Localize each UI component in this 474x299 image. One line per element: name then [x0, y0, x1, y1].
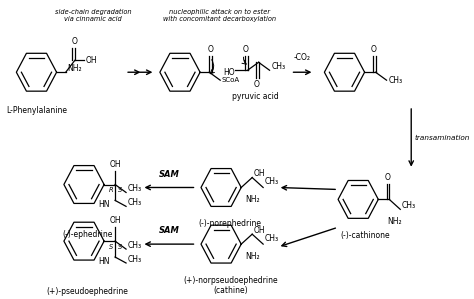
Text: NH₂: NH₂: [387, 217, 402, 226]
Text: (-)-norephedrine: (-)-norephedrine: [199, 219, 262, 228]
Text: O: O: [72, 37, 78, 46]
Text: HN: HN: [98, 257, 109, 266]
Text: O: O: [207, 45, 213, 54]
Text: R: R: [109, 187, 114, 193]
Text: CH₃: CH₃: [128, 198, 142, 207]
Text: O: O: [384, 173, 391, 181]
Text: NH₂: NH₂: [245, 252, 259, 261]
Text: -CO₂: -CO₂: [294, 53, 311, 62]
Text: OH: OH: [109, 160, 121, 169]
Text: CH₃: CH₃: [388, 76, 402, 85]
Text: pyruvic acid: pyruvic acid: [231, 92, 278, 101]
Text: (+)-pseudoephedrine: (+)-pseudoephedrine: [47, 287, 128, 296]
Text: HN: HN: [98, 200, 109, 209]
Text: O: O: [254, 80, 260, 89]
Text: (+)-norpseudoephedrine: (+)-norpseudoephedrine: [183, 276, 278, 285]
Text: S: S: [118, 187, 123, 193]
Text: side-chain degradation
via cinnamic acid: side-chain degradation via cinnamic acid: [55, 9, 131, 22]
Text: (cathine): (cathine): [213, 286, 247, 295]
Text: SAM: SAM: [159, 170, 180, 179]
Text: CH₃: CH₃: [128, 254, 142, 263]
Text: CH₃: CH₃: [265, 177, 279, 186]
Text: NH₂: NH₂: [245, 196, 259, 205]
Text: CH₃: CH₃: [265, 234, 279, 243]
Text: NH₂: NH₂: [68, 64, 82, 73]
Text: OH: OH: [254, 169, 265, 178]
Text: L-Phenylalanine: L-Phenylalanine: [6, 106, 67, 115]
Text: CH₃: CH₃: [272, 62, 285, 71]
Text: OH: OH: [254, 226, 265, 235]
Text: transamination: transamination: [415, 135, 470, 141]
Text: S: S: [118, 244, 123, 250]
Text: (-)-ephedrine: (-)-ephedrine: [63, 230, 113, 239]
Text: CH₃: CH₃: [128, 184, 142, 193]
Text: nucleophilic attack on to ester
with concomitant decarboxylation: nucleophilic attack on to ester with con…: [163, 9, 276, 22]
Text: SCoA: SCoA: [221, 77, 239, 83]
Text: OH: OH: [109, 216, 121, 225]
Text: O: O: [243, 45, 249, 54]
Text: CH₃: CH₃: [128, 241, 142, 250]
Text: O: O: [371, 45, 377, 54]
Text: SAM: SAM: [159, 226, 180, 235]
Text: CH₃: CH₃: [402, 201, 416, 210]
Text: S: S: [109, 244, 114, 250]
Text: (-)-cathinone: (-)-cathinone: [341, 231, 390, 240]
Text: HO: HO: [223, 68, 235, 77]
Text: OH: OH: [86, 56, 98, 65]
